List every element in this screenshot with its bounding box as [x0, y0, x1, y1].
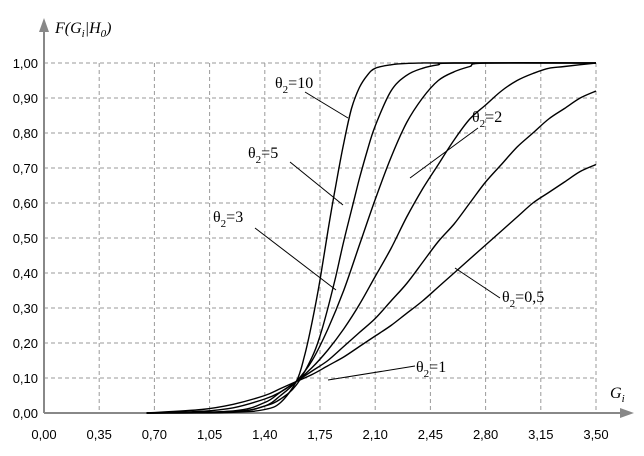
y-axis-title: F(Gi|H0) — [54, 20, 112, 40]
y-tick-label: 0,10 — [13, 371, 38, 386]
x-tick-label: 1,75 — [307, 427, 332, 442]
y-tick-label: 1,00 — [13, 56, 38, 71]
x-tick-label: 3,15 — [528, 427, 553, 442]
x-axis-title: Gi — [610, 385, 625, 405]
y-tick-labels: 0,00 0,10 0,20 0,30 0,40 0,50 0,60 0,70 0,80 0,90… — [13, 56, 38, 421]
series-label-4: θ2=1 — [416, 359, 446, 380]
y-axis-arrow-icon — [39, 18, 49, 32]
series-labels: θ2=10 θ2=5 θ2=3 θ2=2 θ2=1 θ2=0,5 — [213, 75, 544, 380]
series-label-2: θ2=3 — [213, 209, 243, 230]
axes — [39, 18, 634, 418]
x-tick-label: 1,40 — [252, 427, 277, 442]
series-label-0: θ2=10 — [275, 75, 313, 96]
series-label-1: θ2=5 — [248, 145, 278, 166]
series-line-1 — [146, 62, 597, 414]
leader-line-1 — [289, 161, 344, 206]
x-tick-label: 1,05 — [197, 427, 222, 442]
y-tick-label: 0,30 — [13, 301, 38, 316]
series-line-5 — [146, 163, 597, 414]
x-tick-label: 2,10 — [363, 427, 388, 442]
x-tick-label: 2,80 — [473, 427, 498, 442]
series-line-0 — [146, 62, 596, 414]
x-tick-labels: 0,00 0,35 0,70 1,05 1,40 1,75 2,10 2,45 2,80 3,15… — [31, 427, 608, 442]
y-tick-label: 0,00 — [13, 406, 38, 421]
y-tick-label: 0,90 — [13, 91, 38, 106]
series-label-5: θ2=0,5 — [502, 289, 544, 310]
x-tick-label: 0,35 — [87, 427, 112, 442]
series-line-4 — [146, 90, 597, 414]
y-tick-label: 0,70 — [13, 161, 38, 176]
leader-line-3 — [409, 127, 479, 179]
x-tick-label: 3,50 — [583, 427, 608, 442]
leader-line-5 — [454, 267, 501, 299]
leader-line-2 — [254, 227, 337, 291]
series-curves — [146, 62, 597, 414]
label-leader-lines — [254, 91, 501, 381]
leader-line-0 — [304, 91, 349, 119]
grid — [44, 62, 597, 413]
y-tick-label: 0,60 — [13, 196, 38, 211]
x-axis-arrow-icon — [620, 408, 634, 418]
x-tick-label: 0,00 — [31, 427, 56, 442]
y-tick-label: 0,40 — [13, 266, 38, 281]
y-tick-label: 0,50 — [13, 231, 38, 246]
series-label-3: θ2=2 — [472, 109, 502, 130]
x-tick-label: 2,45 — [418, 427, 443, 442]
x-tick-label: 0,70 — [142, 427, 167, 442]
y-tick-label: 0,80 — [13, 126, 38, 141]
series-line-2 — [146, 62, 597, 414]
leader-line-4 — [327, 365, 416, 381]
y-tick-label: 0,20 — [13, 336, 38, 351]
